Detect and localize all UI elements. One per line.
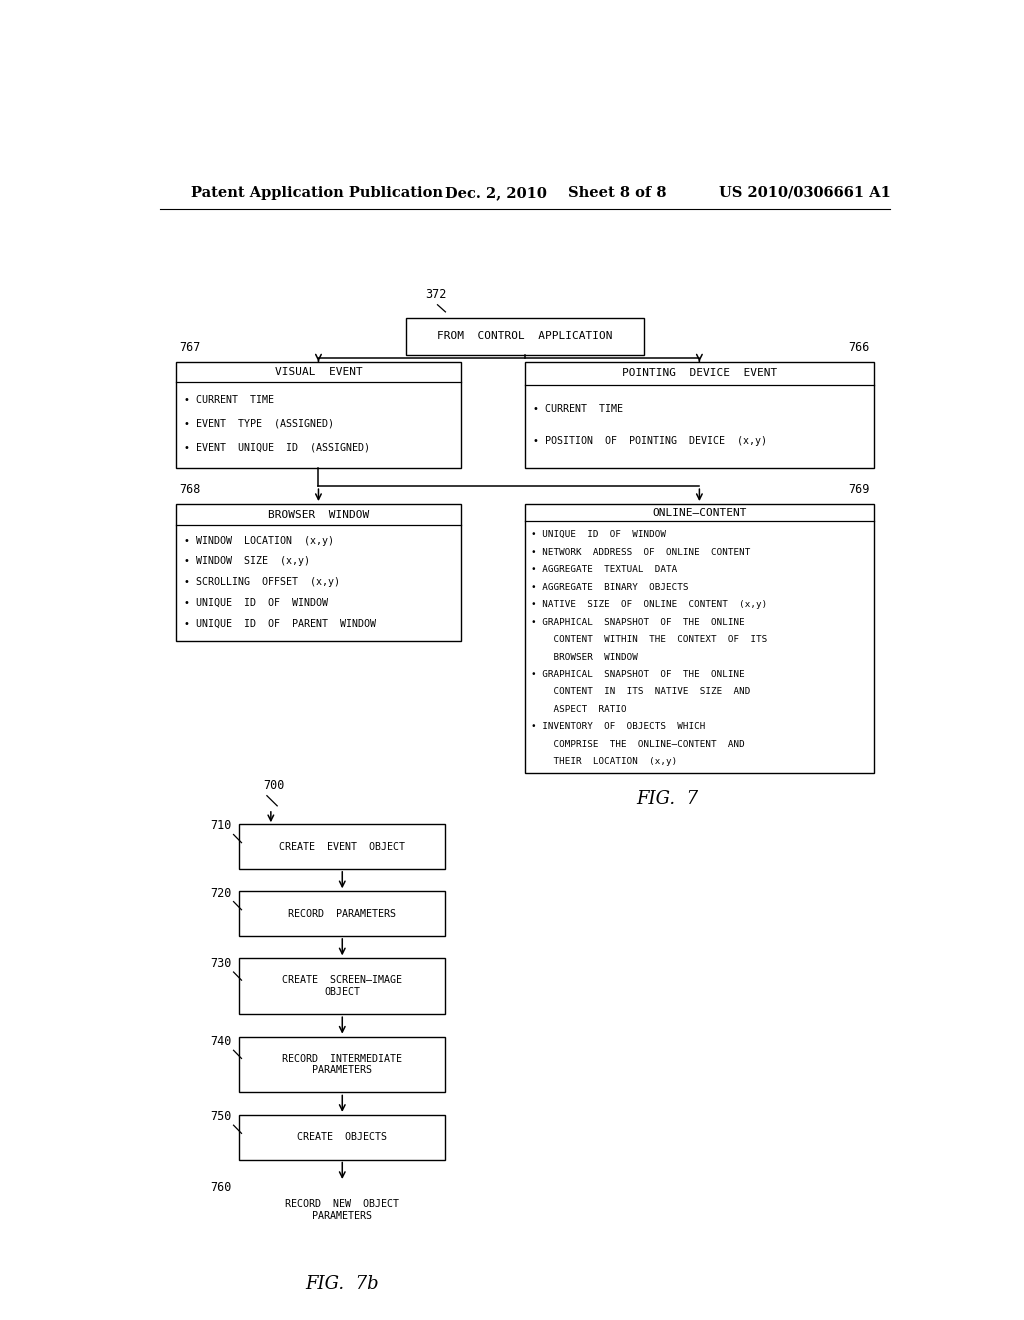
Text: • UNIQUE  ID  OF  PARENT  WINDOW: • UNIQUE ID OF PARENT WINDOW — [183, 619, 376, 628]
Text: • CURRENT  TIME: • CURRENT TIME — [183, 395, 273, 405]
Text: 710: 710 — [210, 820, 231, 833]
Text: CREATE  OBJECTS: CREATE OBJECTS — [297, 1133, 387, 1142]
Text: CONTENT  IN  ITS  NATIVE  SIZE  AND: CONTENT IN ITS NATIVE SIZE AND — [531, 688, 751, 697]
Text: • NETWORK  ADDRESS  OF  ONLINE  CONTENT: • NETWORK ADDRESS OF ONLINE CONTENT — [531, 548, 751, 557]
Text: • WINDOW  SIZE  (x,y): • WINDOW SIZE (x,y) — [183, 557, 309, 566]
Text: • WINDOW  LOCATION  (x,y): • WINDOW LOCATION (x,y) — [183, 536, 334, 545]
Bar — [406, 318, 644, 355]
Bar — [240, 891, 445, 936]
Text: VISUAL  EVENT: VISUAL EVENT — [274, 367, 362, 376]
Text: COMPRISE  THE  ONLINE–CONTENT  AND: COMPRISE THE ONLINE–CONTENT AND — [531, 741, 744, 748]
Text: • AGGREGATE  TEXTUAL  DATA: • AGGREGATE TEXTUAL DATA — [531, 565, 678, 574]
Bar — [240, 1115, 445, 1159]
Bar — [524, 362, 873, 469]
Text: CREATE  EVENT  OBJECT: CREATE EVENT OBJECT — [280, 842, 406, 851]
Text: • NATIVE  SIZE  OF  ONLINE  CONTENT  (x,y): • NATIVE SIZE OF ONLINE CONTENT (x,y) — [531, 601, 767, 609]
Bar — [240, 958, 445, 1014]
Text: RECORD  NEW  OBJECT
PARAMETERS: RECORD NEW OBJECT PARAMETERS — [286, 1199, 399, 1221]
Text: 720: 720 — [210, 887, 231, 899]
Text: POINTING  DEVICE  EVENT: POINTING DEVICE EVENT — [622, 368, 777, 379]
Text: • INVENTORY  OF  OBJECTS  WHICH: • INVENTORY OF OBJECTS WHICH — [531, 722, 706, 731]
Text: • GRAPHICAL  SNAPSHOT  OF  THE  ONLINE: • GRAPHICAL SNAPSHOT OF THE ONLINE — [531, 618, 744, 627]
Text: FROM  CONTROL  APPLICATION: FROM CONTROL APPLICATION — [437, 331, 612, 342]
Text: US 2010/0306661 A1: US 2010/0306661 A1 — [719, 186, 891, 199]
Text: BROWSER  WINDOW: BROWSER WINDOW — [268, 510, 369, 520]
Text: THEIR  LOCATION  (x,y): THEIR LOCATION (x,y) — [531, 758, 678, 767]
Text: 767: 767 — [179, 341, 201, 354]
Text: 766: 766 — [849, 341, 870, 354]
Text: CONTENT  WITHIN  THE  CONTEXT  OF  ITS: CONTENT WITHIN THE CONTEXT OF ITS — [531, 635, 767, 644]
Bar — [524, 504, 873, 774]
Bar — [176, 504, 461, 642]
Text: Sheet 8 of 8: Sheet 8 of 8 — [568, 186, 667, 199]
Bar — [240, 1036, 445, 1093]
Text: ASPECT  RATIO: ASPECT RATIO — [531, 705, 627, 714]
Text: Patent Application Publication: Patent Application Publication — [191, 186, 443, 199]
Text: RECORD  PARAMETERS: RECORD PARAMETERS — [289, 908, 396, 919]
Text: ONLINE–CONTENT: ONLINE–CONTENT — [652, 508, 746, 517]
Text: 700: 700 — [263, 779, 285, 792]
Text: • CURRENT  TIME: • CURRENT TIME — [532, 404, 623, 414]
Text: 769: 769 — [849, 483, 870, 496]
Text: RECORD  INTERMEDIATE
PARAMETERS: RECORD INTERMEDIATE PARAMETERS — [283, 1053, 402, 1076]
Text: 750: 750 — [210, 1110, 231, 1123]
Text: • UNIQUE  ID  OF  WINDOW: • UNIQUE ID OF WINDOW — [183, 598, 328, 609]
Bar — [240, 824, 445, 869]
Text: 740: 740 — [210, 1035, 231, 1048]
Text: • POSITION  OF  POINTING  DEVICE  (x,y): • POSITION OF POINTING DEVICE (x,y) — [532, 436, 767, 446]
Text: • AGGREGATE  BINARY  OBJECTS: • AGGREGATE BINARY OBJECTS — [531, 582, 689, 591]
Text: FIG.  7: FIG. 7 — [637, 789, 698, 808]
Text: • EVENT  UNIQUE  ID  (ASSIGNED): • EVENT UNIQUE ID (ASSIGNED) — [183, 444, 370, 453]
Text: • SCROLLING  OFFSET  (x,y): • SCROLLING OFFSET (x,y) — [183, 577, 340, 587]
Text: Dec. 2, 2010: Dec. 2, 2010 — [445, 186, 547, 199]
Text: • GRAPHICAL  SNAPSHOT  OF  THE  ONLINE: • GRAPHICAL SNAPSHOT OF THE ONLINE — [531, 671, 744, 678]
Bar — [240, 1181, 445, 1238]
Text: 730: 730 — [210, 957, 231, 970]
Text: 760: 760 — [210, 1180, 231, 1193]
Text: • EVENT  TYPE  (ASSIGNED): • EVENT TYPE (ASSIGNED) — [183, 418, 334, 429]
Text: FIG.  7b: FIG. 7b — [305, 1275, 379, 1292]
Bar — [176, 362, 461, 469]
Text: • UNIQUE  ID  OF  WINDOW: • UNIQUE ID OF WINDOW — [531, 531, 667, 539]
Text: BROWSER  WINDOW: BROWSER WINDOW — [531, 652, 638, 661]
Text: 768: 768 — [179, 483, 201, 496]
Text: CREATE  SCREEN–IMAGE
OBJECT: CREATE SCREEN–IMAGE OBJECT — [283, 975, 402, 997]
Text: 372: 372 — [426, 288, 446, 301]
